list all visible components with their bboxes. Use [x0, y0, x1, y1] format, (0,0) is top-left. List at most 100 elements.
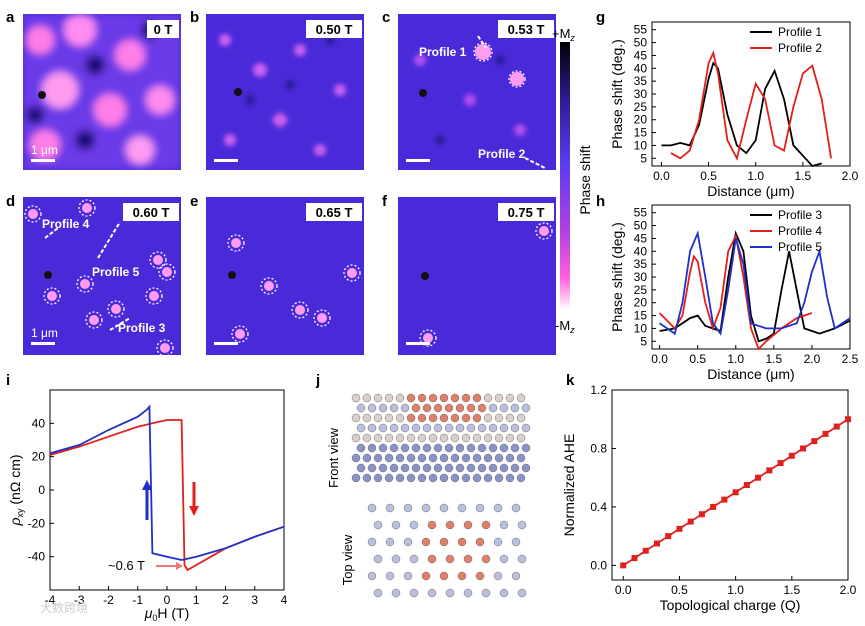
atom — [373, 520, 383, 530]
atom — [411, 443, 421, 453]
skyrmion-dot — [47, 291, 57, 301]
mfm-panel-b — [206, 14, 364, 170]
atom — [450, 393, 460, 403]
skyrmion-circle — [227, 234, 245, 252]
x-tick-label: -2 — [103, 593, 114, 607]
atom — [384, 393, 394, 403]
atom — [499, 443, 509, 453]
top-view-label: Top view — [340, 534, 355, 585]
atom — [481, 520, 491, 530]
atom — [488, 443, 498, 453]
atom — [493, 503, 503, 513]
atom — [403, 537, 413, 547]
atom — [521, 403, 531, 413]
panel-letter-c: c — [382, 9, 390, 26]
y-tick-label: 30 — [634, 270, 648, 284]
atom — [517, 520, 527, 530]
atom — [510, 443, 520, 453]
atom — [450, 413, 460, 423]
data-point — [631, 555, 638, 562]
atom — [455, 423, 465, 433]
legend-entry: Profile 1 — [778, 25, 822, 39]
atom — [483, 393, 493, 403]
skyrmion-circle — [260, 277, 278, 295]
skyrmion-dot — [539, 226, 549, 236]
atom — [477, 423, 487, 433]
data-point — [766, 467, 773, 474]
atom — [417, 473, 427, 483]
skyrmion-dot — [28, 209, 38, 219]
atom — [367, 503, 377, 513]
x-tick-label: 0.0 — [651, 352, 668, 366]
skyrmion-dot — [82, 203, 92, 213]
atom — [428, 393, 438, 403]
atom — [351, 473, 361, 483]
atom — [477, 403, 487, 413]
atom — [505, 393, 515, 403]
y-tick-label: 0.4 — [590, 500, 607, 514]
y-tick-label: 10 — [634, 321, 648, 335]
atom — [461, 393, 471, 403]
atom — [362, 393, 372, 403]
atom — [422, 463, 432, 473]
skyrmion-dot — [162, 267, 172, 277]
atom — [417, 433, 427, 443]
field-label-bg — [498, 20, 554, 38]
y-tick-label: 40 — [32, 416, 46, 430]
atom — [395, 473, 405, 483]
atom — [395, 453, 405, 463]
atom — [356, 423, 366, 433]
scale-bar — [31, 159, 55, 162]
panel-letter-d: d — [6, 193, 15, 210]
data-point — [743, 482, 750, 488]
scale-bar — [406, 342, 430, 345]
atom — [395, 393, 405, 403]
atom — [417, 413, 427, 423]
x-tick-label: 0.0 — [653, 169, 670, 183]
atom — [378, 463, 388, 473]
skyrmion-dot — [89, 315, 99, 325]
x-tick-label: -3 — [74, 593, 85, 607]
y-tick-label: 0.8 — [590, 441, 607, 455]
profile-label: Profile 1 — [419, 45, 467, 59]
atom — [417, 453, 427, 463]
atom — [488, 423, 498, 433]
skyrmion-dot — [264, 281, 274, 291]
atom — [373, 413, 383, 423]
atom — [395, 413, 405, 423]
atom — [499, 588, 509, 598]
y-tick-label: 40 — [634, 244, 648, 258]
y-tick-label: 50 — [634, 219, 648, 233]
colorbar-bottom-label: -Mz — [555, 318, 575, 335]
atom — [445, 520, 455, 530]
panel-letter-j: j — [315, 372, 320, 389]
atom — [494, 473, 504, 483]
x-tick-label: 1.0 — [727, 583, 744, 597]
x-tick-label: 1.0 — [727, 352, 744, 366]
atom — [411, 423, 421, 433]
y-axis-label: ρxy (nΩ cm) — [7, 454, 25, 526]
y-tick-label: 5 — [640, 151, 647, 165]
atom — [461, 473, 471, 483]
atom — [444, 443, 454, 453]
atom — [461, 453, 471, 463]
defect-dot — [234, 88, 242, 96]
y-tick-label: 20 — [634, 296, 648, 310]
atom — [439, 571, 449, 581]
atom — [516, 393, 526, 403]
y-tick-label: 55 — [634, 23, 648, 37]
atom — [356, 403, 366, 413]
atom — [367, 537, 377, 547]
atom — [517, 588, 527, 598]
defect-dot — [38, 91, 46, 99]
atom — [483, 453, 493, 463]
atom — [406, 413, 416, 423]
skyrmion-dot — [423, 333, 433, 343]
skyrmion-dot — [160, 343, 170, 353]
field-label-c: 0.53 T — [508, 22, 545, 37]
y-axis-label: Normalized AHE — [561, 434, 577, 537]
atom — [422, 443, 432, 453]
atom — [389, 463, 399, 473]
atom — [406, 393, 416, 403]
